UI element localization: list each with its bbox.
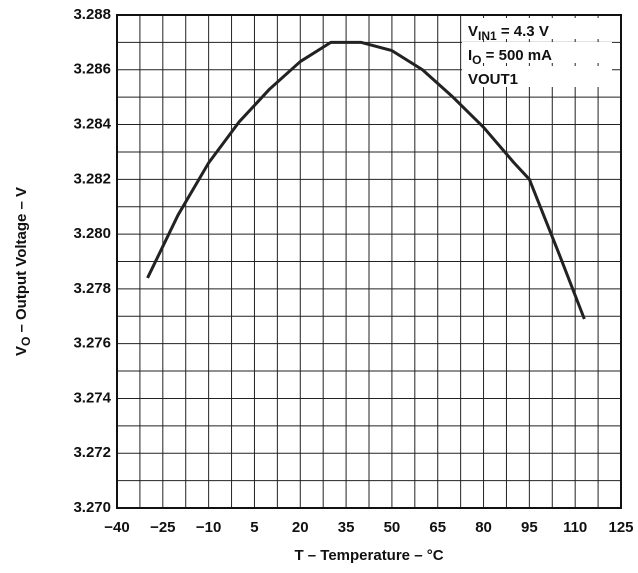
x-tick-label: 80: [475, 519, 492, 536]
x-tick-label: 65: [429, 519, 446, 536]
x-tick-label: 95: [521, 519, 538, 536]
y-tick-label: 3.272: [73, 444, 111, 461]
annotation-bg: [462, 66, 612, 87]
y-tick-label: 3.270: [73, 499, 111, 516]
x-tick-label: −25: [150, 519, 175, 536]
y-tick-label: 3.288: [73, 6, 111, 23]
x-tick-label: −10: [196, 519, 221, 536]
x-tick-label: 50: [384, 519, 401, 536]
x-axis-label: T – Temperature – °C: [294, 547, 443, 564]
text-run: – Output Voltage – V: [13, 187, 30, 337]
y-tick-label: 3.276: [73, 335, 111, 352]
subscript: O: [19, 337, 33, 346]
subscript: IN1: [478, 29, 497, 43]
annotation: VOUT1: [468, 71, 518, 88]
text-run: V: [13, 346, 30, 356]
y-tick-label: 3.282: [73, 170, 111, 187]
x-tick-label: 5: [250, 519, 258, 536]
x-tick-label: 35: [338, 519, 355, 536]
text-run: VOUT1: [468, 71, 518, 88]
plot-frame: [116, 14, 622, 509]
subscript: O: [472, 53, 481, 67]
annotation-bg: [462, 18, 612, 39]
x-tick-label: 110: [563, 519, 587, 536]
text-run: V: [468, 23, 478, 40]
annotation: IO = 500 mA: [468, 47, 552, 67]
y-axis-label: VO – Output Voltage – V: [13, 187, 33, 356]
annotation-bg: [462, 42, 612, 63]
y-tick-label: 3.274: [73, 389, 111, 406]
x-tick-label: 125: [608, 519, 633, 536]
y-tick-label: 3.286: [73, 61, 111, 78]
text-run: = 500 mA: [482, 47, 553, 64]
y-tick-label: 3.280: [73, 225, 111, 242]
annotation: VIN1 = 4.3 V: [468, 23, 549, 43]
text-run: I: [468, 47, 472, 64]
y-tick-label: 3.278: [73, 280, 111, 297]
x-tick-label: 20: [292, 519, 309, 536]
y-tick-label: 3.284: [73, 116, 111, 133]
text-run: = 4.3 V: [497, 23, 549, 40]
data-line: [146, 40, 586, 320]
text-run: T – Temperature – °C: [294, 547, 443, 564]
x-tick-label: −40: [104, 519, 129, 536]
